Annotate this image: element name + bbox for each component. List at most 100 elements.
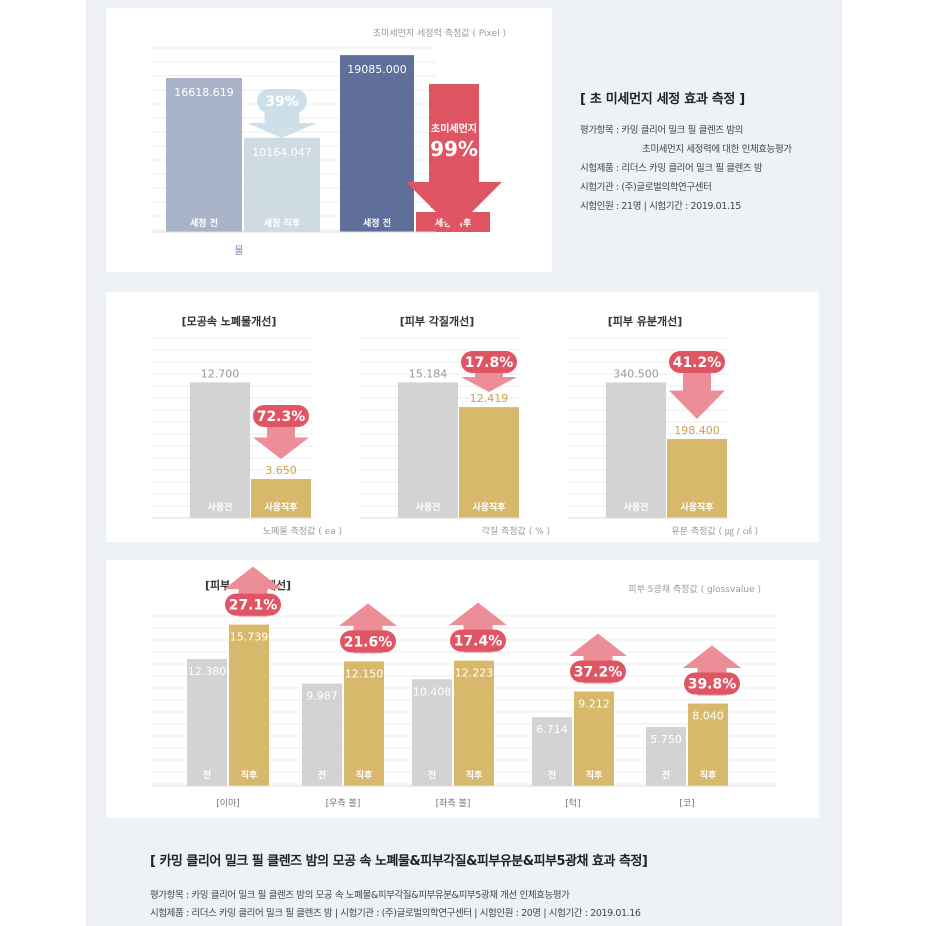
data-label: 12.700 bbox=[201, 367, 240, 380]
percent-badge-label: 17.8% bbox=[465, 355, 514, 371]
arrow-label: 초미세먼지 bbox=[431, 122, 477, 135]
data-label: 340.500 bbox=[613, 367, 659, 380]
data-label: 6.714 bbox=[536, 723, 568, 736]
data-label: 3.650 bbox=[265, 464, 297, 477]
data-label: 15.184 bbox=[409, 367, 448, 380]
bar bbox=[251, 479, 311, 518]
bar-label: 직후 bbox=[241, 769, 258, 781]
percent-badge-label: 41.2% bbox=[673, 355, 722, 371]
fine-dust-info-row: 시험기관 : (주)글로벌의학연구센터 bbox=[580, 182, 712, 193]
data-label: 12.380 bbox=[188, 665, 227, 678]
bar-label: 전 bbox=[662, 769, 670, 781]
gloss-chart: [피부 5광채 개선]피부 5광채 측정값 ( glossvalue )12.3… bbox=[152, 566, 776, 809]
data-label: 9.212 bbox=[578, 698, 610, 711]
unit-label: 각질 측정값 ( % ) bbox=[482, 525, 550, 537]
bar bbox=[412, 679, 452, 786]
bar-label: 사용직후 bbox=[264, 501, 298, 513]
bar bbox=[340, 55, 414, 232]
data-label: 15.739 bbox=[230, 631, 269, 644]
percent-badge-label: 27.1% bbox=[229, 598, 278, 614]
data-label: 8.040 bbox=[692, 710, 724, 723]
bar-label: 사용전 bbox=[416, 501, 441, 513]
chart-title: [모공속 노폐물개선] bbox=[182, 314, 277, 328]
bar-label: 세정 전 bbox=[190, 217, 218, 229]
bar-label: 사용직후 bbox=[472, 501, 506, 513]
fine-dust-chart-panel: 초미세먼지 세정력 측정값 ( Pixel ) 16618.619 세정 전 1016… bbox=[106, 8, 552, 272]
skin-test-info-title: [ 카밍 클리어 밀크 필 클렌즈 밤의 모공 속 노폐물&피부각질&피부유분&… bbox=[150, 854, 648, 869]
fine-dust-info-row: 시험제품 : 리더스 카밍 클리어 밀크 필 클렌즈 밤 bbox=[580, 163, 763, 174]
skin-improvement-charts: [모공속 노폐물개선] 12.700 사용전 3.650 사용직후 72.3% 노폐물 측정… bbox=[152, 314, 758, 537]
bar bbox=[229, 624, 269, 786]
bar bbox=[688, 703, 728, 786]
bar bbox=[244, 137, 320, 232]
unit-label: 노폐물 측정값 ( ea ) bbox=[263, 525, 342, 537]
bar-label: 전 bbox=[318, 769, 326, 781]
percent-badge bbox=[669, 351, 725, 373]
data-label: 10.408 bbox=[413, 685, 452, 698]
bar bbox=[646, 727, 686, 786]
fine-dust-info-row: 시험인원 : 21명 | 시험기간 : 2019.01.15 bbox=[580, 201, 741, 212]
percent-badge-label: 39.8% bbox=[688, 677, 737, 693]
bar bbox=[454, 660, 494, 786]
x-tick-label: [턱] bbox=[565, 797, 580, 809]
skin-improvement-panel: [모공속 노폐물개선] 12.700 사용전 3.650 사용직후 72.3% 노폐물 측정… bbox=[106, 292, 819, 542]
unit-label: 유분 측정값 ( ㎍ / ㎠ ) bbox=[671, 525, 758, 537]
data-label: 12.150 bbox=[345, 667, 384, 680]
percent-badge-label: 17.4% bbox=[454, 634, 503, 650]
x-axis-label: 물 bbox=[234, 245, 243, 257]
percent-label: 99% bbox=[430, 137, 478, 161]
x-tick-label: [우측 볼] bbox=[326, 798, 361, 809]
x-tick-label: [좌측 볼] bbox=[436, 798, 471, 809]
bar-label: 직후 bbox=[586, 769, 603, 781]
fine-dust-info-row: 초미세먼지 세정력에 대한 인체효능평가 bbox=[642, 144, 792, 155]
bar-label: 전 bbox=[548, 769, 556, 781]
chart-title: [피부 각질개선] bbox=[400, 314, 475, 328]
skin-test-info-row: 시험제품 : 리더스 카밍 클리어 밀크 필 클렌즈 밤 | 시험기관 : (주… bbox=[150, 908, 641, 919]
bar bbox=[574, 691, 614, 786]
percent-badge bbox=[684, 672, 740, 695]
bar bbox=[398, 382, 458, 518]
skin-test-info-row: 평가항목 : 카밍 클리어 밀크 필 클렌즈 밤의 모공 속 노폐물&피부각질&… bbox=[150, 890, 570, 901]
bar-label: 직후 bbox=[700, 769, 717, 781]
x-tick-label: [이마] bbox=[216, 798, 240, 809]
bar-label: 직후 bbox=[466, 769, 483, 781]
gloss-chart-panel: [피부 5광채 개선]피부 5광채 측정값 ( glossvalue )12.3… bbox=[106, 560, 819, 818]
bar-label: 세정 직후 bbox=[264, 217, 301, 229]
percent-badge-label: 37.2% bbox=[574, 665, 623, 681]
data-label: 19085.000 bbox=[347, 63, 407, 76]
bar bbox=[606, 382, 666, 518]
bar-label: 사용직후 bbox=[680, 501, 714, 513]
data-label: 9.987 bbox=[306, 690, 338, 703]
bar-label: 사용전 bbox=[208, 501, 233, 513]
unit-label: 피부 5광채 측정값 ( glossvalue ) bbox=[628, 583, 761, 595]
bar bbox=[302, 683, 342, 786]
bar bbox=[667, 438, 727, 518]
percent-badge bbox=[450, 629, 506, 652]
fine-dust-info-row: 평가항목 : 카밍 클리어 밀크 필 클렌즈 밤의 bbox=[580, 125, 743, 136]
data-label: 5.750 bbox=[650, 733, 682, 746]
fine-dust-info: [ 초 미세먼지 세정 효과 측정 ] 평가항목 : 카밍 클리어 밀크 필 클… bbox=[580, 88, 792, 216]
percent-badge bbox=[570, 660, 626, 683]
bar-label: 세정 전 bbox=[363, 217, 391, 229]
percent-badge bbox=[461, 351, 517, 373]
percent-badge bbox=[253, 405, 309, 427]
bar bbox=[166, 77, 242, 232]
x-tick-label: [코] bbox=[679, 799, 694, 809]
data-label: 198.400 bbox=[674, 424, 720, 437]
bar bbox=[532, 717, 572, 786]
bar-label: 사용전 bbox=[624, 501, 649, 513]
percent-badge bbox=[225, 593, 281, 616]
data-label: 16618.619 bbox=[174, 86, 234, 99]
chart-title: [피부 유분개선] bbox=[608, 314, 683, 328]
decrease-arrow bbox=[247, 108, 317, 138]
fine-dust-chart: 초미세먼지 세정력 측정값 ( Pixel ) 16618.619 세정 전 1016… bbox=[152, 27, 506, 257]
data-label: 12.419 bbox=[470, 392, 509, 405]
percent-badge bbox=[257, 89, 307, 113]
bar bbox=[187, 659, 227, 786]
percent-badge-label: 21.6% bbox=[344, 634, 393, 650]
fine-dust-info-title: [ 초 미세먼지 세정 효과 측정 ] bbox=[580, 92, 745, 107]
bar bbox=[344, 661, 384, 786]
bar-label: 직후 bbox=[356, 769, 373, 781]
skin-test-info: [ 카밍 클리어 밀크 필 클렌즈 밤의 모공 속 노폐물&피부각질&피부유분&… bbox=[150, 850, 830, 923]
bar bbox=[190, 382, 250, 518]
